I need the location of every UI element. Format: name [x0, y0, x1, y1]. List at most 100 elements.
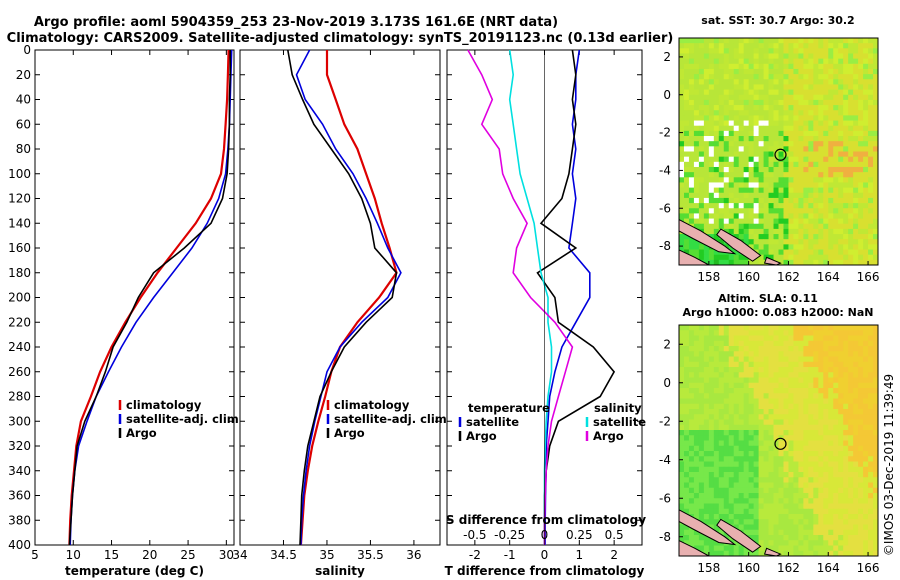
- map-cell: [793, 48, 799, 54]
- map-cell: [713, 161, 720, 168]
- map-cell: [698, 382, 705, 389]
- map-cell: [753, 156, 760, 163]
- map-cell: [833, 74, 839, 80]
- map-cell: [823, 115, 829, 121]
- map-cell: [713, 94, 720, 101]
- map-cell: [723, 187, 730, 194]
- map-cell: [728, 419, 735, 426]
- map-cell: [763, 166, 769, 173]
- map-cell: [713, 74, 720, 80]
- x-tick-label: 0: [541, 548, 549, 562]
- map-cell: [683, 192, 690, 199]
- map-cell: [858, 403, 864, 410]
- map-cell: [708, 38, 715, 44]
- x-tick-label: 30: [219, 548, 234, 562]
- map-cell: [713, 414, 720, 420]
- map-cell: [843, 239, 849, 245]
- coastline-island: [678, 218, 737, 255]
- map-cell: [798, 254, 804, 261]
- map-cell: [833, 524, 839, 531]
- map-cell: [753, 393, 760, 399]
- map-cell: [683, 182, 690, 189]
- map-cell: [698, 43, 705, 49]
- map-cell: [743, 156, 750, 163]
- map-cell: [773, 466, 779, 473]
- map-cell: [748, 38, 755, 44]
- map-cell: [773, 451, 779, 457]
- map-cell: [733, 545, 740, 552]
- map-cell: [753, 419, 760, 426]
- map-cell: [679, 239, 685, 245]
- map-cell: [708, 414, 715, 420]
- map-cell: [768, 493, 774, 499]
- map-cell: [798, 136, 804, 142]
- map-cell: [688, 445, 695, 452]
- map-cell: [858, 208, 864, 214]
- map-cell: [748, 58, 755, 65]
- map-cell: [873, 223, 879, 230]
- map-cell: [813, 203, 819, 209]
- map-cell: [853, 166, 859, 173]
- map-cell: [733, 259, 740, 266]
- map-cell: [758, 120, 764, 127]
- map-cell: [873, 409, 879, 415]
- map-cell: [808, 424, 814, 431]
- map-cell: [788, 372, 794, 378]
- map-cell: [703, 545, 710, 552]
- map-cell: [818, 424, 824, 431]
- map-cell: [848, 172, 854, 178]
- map-cell: [708, 105, 715, 111]
- map-cell: [743, 409, 750, 415]
- map-cell: [853, 388, 859, 394]
- map-cell: [758, 503, 764, 510]
- map-cell: [843, 151, 849, 158]
- map-cell: [803, 414, 809, 420]
- map-cell: [778, 545, 784, 552]
- map-cell: [738, 223, 745, 230]
- map-cell: [818, 435, 824, 441]
- map-cell: [848, 440, 854, 447]
- map-cell: [803, 440, 809, 447]
- map-cell: [863, 110, 869, 116]
- map-cell: [743, 38, 750, 44]
- map-cell: [733, 456, 740, 462]
- map-cell: [723, 228, 730, 235]
- map-cell: [738, 498, 745, 504]
- map-cell: [818, 166, 824, 173]
- map-cell: [763, 514, 769, 520]
- map-cell: [728, 451, 735, 457]
- map-cell: [743, 223, 750, 230]
- map-cell: [768, 254, 774, 261]
- map-cell: [873, 456, 879, 462]
- map-cell: [868, 125, 874, 132]
- map-cell: [833, 451, 839, 457]
- map-cell: [838, 187, 844, 194]
- map-cell: [718, 166, 725, 173]
- map-cell: [698, 419, 705, 426]
- map-cell: [753, 218, 760, 225]
- map-cell: [733, 325, 740, 331]
- map-cell: [798, 477, 804, 483]
- map-cell: [679, 58, 685, 65]
- map-cell: [863, 335, 869, 342]
- map-cell: [679, 74, 685, 80]
- map-cell: [858, 63, 864, 70]
- map-cell: [793, 105, 799, 111]
- map-cell: [788, 161, 794, 168]
- map-cell: [828, 514, 834, 520]
- map-cell: [768, 503, 774, 510]
- map-cell: [783, 182, 789, 189]
- map-cell: [723, 550, 730, 557]
- map-cell: [683, 48, 690, 54]
- map-cell: [708, 208, 715, 214]
- map-cell: [868, 182, 874, 189]
- map-cell: [768, 361, 774, 368]
- map-cell: [688, 382, 695, 389]
- map-cell: [718, 259, 725, 266]
- map-cell: [858, 487, 864, 494]
- map-cell: [698, 197, 705, 204]
- map-cell: [748, 48, 755, 54]
- map-cell: [808, 393, 814, 399]
- map-cell: [813, 325, 819, 331]
- map-cell: [733, 419, 740, 426]
